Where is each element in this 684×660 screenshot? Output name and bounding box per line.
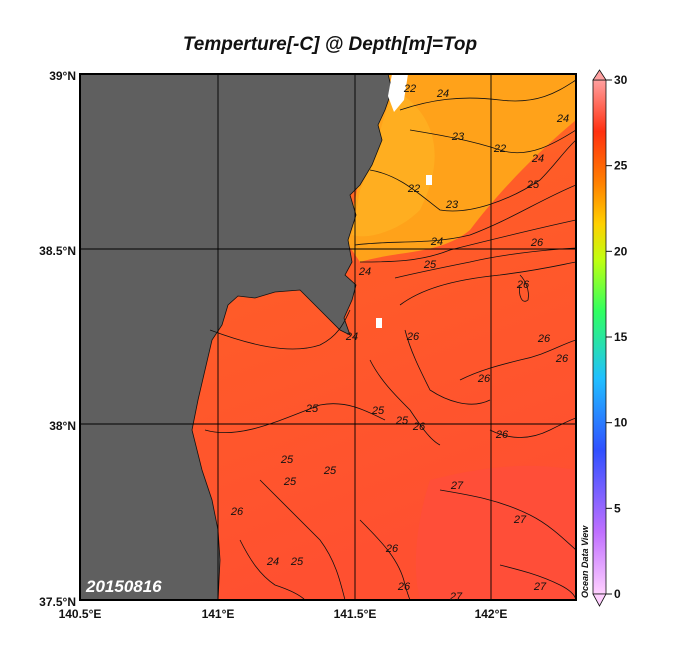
lon-label: 140.5°E (59, 607, 102, 621)
contour-label: 26 (230, 506, 244, 518)
nodata-patch (388, 74, 408, 112)
contour-label: 26 (397, 581, 411, 593)
colorbar-min-arrow (592, 593, 607, 607)
colorbar-tick-label: 25 (614, 159, 628, 173)
contour-label: 24 (531, 153, 544, 165)
contour-label: 26 (516, 279, 530, 291)
lon-label: 141°E (202, 607, 235, 621)
colorbar-tick-label: 30 (614, 73, 628, 87)
contour-label: 27 (513, 514, 527, 526)
colorbar-tick-label: 20 (614, 244, 628, 258)
lon-label: 142°E (475, 607, 508, 621)
map-frame (79, 73, 577, 601)
warm-water-zone (415, 465, 576, 600)
contour-label: 25 (526, 179, 540, 191)
ocean-data-view-credit: Ocean Data View (580, 525, 590, 598)
colorbar: 30 25 20 15 10 5 0 (592, 69, 628, 607)
contour-label: 27 (533, 581, 547, 593)
contour-label: 25 (371, 405, 385, 417)
contour-label: 26 (406, 331, 420, 343)
lat-label: 38.5°N (39, 244, 76, 258)
contour-label: 26 (412, 421, 426, 433)
colorbar-scale (592, 79, 607, 595)
date-stamp: 20150816 (85, 577, 162, 596)
contour-label: 25 (423, 259, 437, 271)
contour-label: 26 (555, 353, 569, 365)
contour-label: 22 (493, 143, 506, 155)
contour-label: 25 (280, 454, 294, 466)
contour-label: 23 (445, 199, 459, 211)
contour-label: 24 (358, 266, 371, 278)
contour-label: 24 (556, 113, 569, 125)
contour-label: 26 (477, 373, 491, 385)
contour-lines (204, 79, 576, 600)
contour-label: 25 (290, 556, 304, 568)
contour-label: 26 (537, 333, 551, 345)
map-area (80, 74, 576, 600)
contour-label: 25 (305, 403, 319, 415)
contour-label: 26 (495, 429, 509, 441)
contour-label: 24 (345, 331, 358, 343)
contour-label: 25 (323, 465, 337, 477)
lat-label: 37.5°N (39, 595, 76, 609)
contour-label: 23 (451, 131, 465, 143)
lon-label: 141.5°E (334, 607, 377, 621)
contour-label: 26 (385, 543, 399, 555)
contour-label: 22 (407, 183, 420, 195)
nodata-patch (426, 175, 432, 185)
lat-label: 39°N (49, 69, 76, 83)
contour-label: 27 (450, 480, 464, 492)
colorbar-tick-label: 0 (614, 587, 621, 601)
land-mass (80, 74, 393, 600)
contour-label: 22 (403, 83, 416, 95)
map-title: Temperture[-C] @ Depth[m]=Top (182, 34, 478, 55)
colorbar-tick-label: 15 (614, 330, 628, 344)
colorbar-tick-label: 5 (614, 501, 621, 515)
contour-label: 24 (430, 236, 443, 248)
contour-label: 25 (283, 476, 297, 488)
contour-label: 24 (436, 88, 449, 100)
graticule (80, 74, 576, 600)
lat-label: 38°N (49, 419, 76, 433)
contour-label: 27 (449, 591, 463, 603)
colorbar-max-arrow (592, 69, 607, 81)
colorbar-tick-label: 10 (614, 416, 628, 430)
contour-label: 26 (530, 237, 544, 249)
coolest-water-zone (352, 90, 435, 237)
contour-label: 24 (266, 556, 279, 568)
nodata-patch (376, 318, 382, 328)
contour-label: 25 (395, 415, 409, 427)
